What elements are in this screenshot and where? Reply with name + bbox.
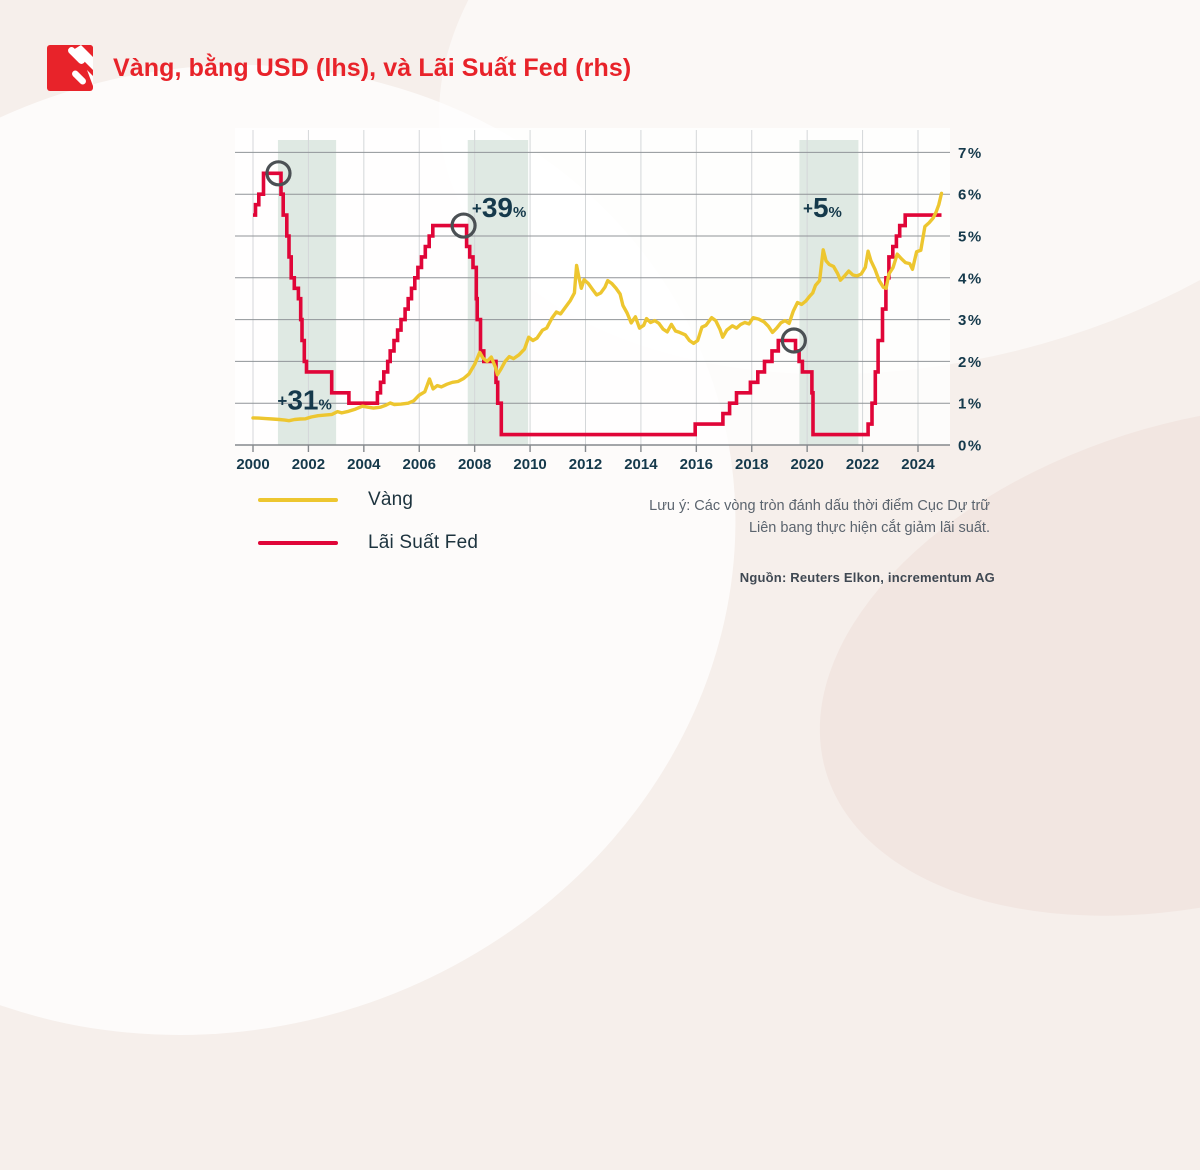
gold-vs-fed-rate-chart: 2000 2002 2004 2006 2008 2010 2012 2014 2016 2018… [235, 128, 983, 473]
y-axis-label: 7% [958, 145, 983, 162]
brand-logo-icon [47, 45, 93, 91]
legend-item-fed-rate: Lãi Suất Fed [258, 530, 478, 556]
legend-label-fed-rate: Lãi Suất Fed [368, 532, 479, 553]
y-axis-label: 4% [958, 270, 983, 287]
y-axis-label: 5% [958, 229, 983, 246]
x-axis-label: 2002 [292, 456, 325, 473]
x-axis-label: 2016 [680, 456, 713, 473]
x-axis-label: 2012 [569, 456, 602, 473]
y-axis-label: 3% [958, 312, 983, 329]
x-axis-label: 2022 [846, 456, 879, 473]
y-axis-label: 6% [958, 187, 983, 204]
x-axis-label: 2008 [458, 456, 491, 473]
legend: Vàng Lãi Suất Fed [258, 487, 478, 573]
footnote: Lưu ý: Các vòng tròn đánh dấu thời điểm … [649, 498, 990, 537]
gold-line-swatch [258, 497, 338, 503]
source-credit: Nguồn: Reuters Elkon, incrementum AG [739, 570, 995, 585]
legend-item-gold: Vàng [258, 487, 478, 513]
y-axis-label: 0% [958, 438, 983, 455]
x-axis-label: 2010 [513, 456, 546, 473]
fed-rate-line-swatch [258, 540, 338, 546]
x-axis-label: 2006 [403, 456, 436, 473]
x-axis-label: 2004 [347, 456, 381, 473]
legend-label-gold: Vàng [368, 489, 414, 510]
chart-title: Vàng, bằng USD (lhs), và Lãi Suất Fed (r… [113, 54, 632, 82]
x-axis-label: 2020 [790, 456, 823, 473]
x-axis-label: 2000 [236, 456, 269, 473]
y-axis-label: 2% [958, 354, 983, 371]
header: Vàng, bằng USD (lhs), và Lãi Suất Fed (r… [47, 45, 631, 91]
shaded-band [799, 140, 859, 445]
x-axis-label: 2024 [901, 456, 935, 473]
x-axis-label: 2014 [624, 456, 658, 473]
x-axis-label: 2018 [735, 456, 768, 473]
y-axis-label: 1% [958, 396, 983, 413]
